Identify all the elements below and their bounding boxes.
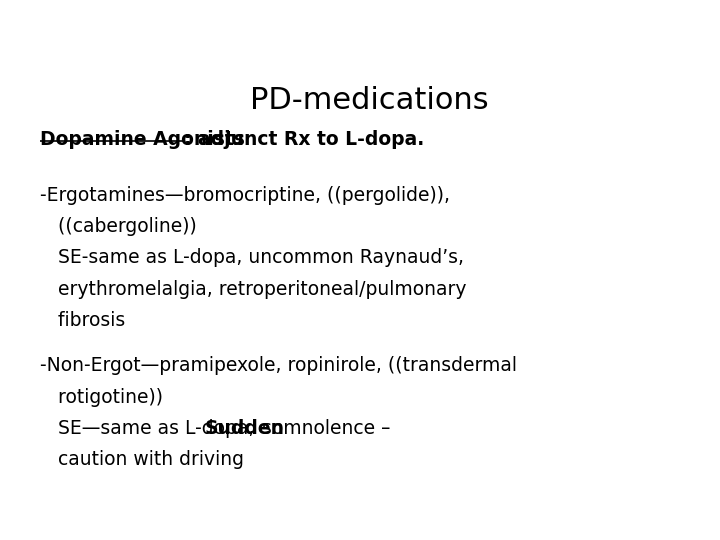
Text: fibrosis: fibrosis xyxy=(40,311,125,330)
Text: SE—same as L-dopa,: SE—same as L-dopa, xyxy=(40,419,260,438)
Text: ((cabergoline)): ((cabergoline)) xyxy=(40,217,197,236)
Text: rotigotine)): rotigotine)) xyxy=(40,388,163,407)
Text: -Non-Ergot—pramipexole, ropinirole, ((transdermal: -Non-Ergot—pramipexole, ropinirole, ((tr… xyxy=(40,356,517,375)
Text: Sudden: Sudden xyxy=(204,419,284,438)
Text: SE-same as L-dopa, uncommon Raynaud’s,: SE-same as L-dopa, uncommon Raynaud’s, xyxy=(40,248,464,267)
Text: Dopamine Agonists: Dopamine Agonists xyxy=(40,130,245,148)
Text: -Ergotamines—bromocriptine, ((pergolide)),: -Ergotamines—bromocriptine, ((pergolide)… xyxy=(40,186,449,205)
Text: : adjunct Rx to L-dopa.: : adjunct Rx to L-dopa. xyxy=(184,130,424,148)
Text: erythromelalgia, retroperitoneal/pulmonary: erythromelalgia, retroperitoneal/pulmona… xyxy=(40,280,466,299)
Text: PD-medications: PD-medications xyxy=(250,85,488,114)
Text: caution with driving: caution with driving xyxy=(40,450,243,469)
Text: somnolence –: somnolence – xyxy=(256,419,390,438)
